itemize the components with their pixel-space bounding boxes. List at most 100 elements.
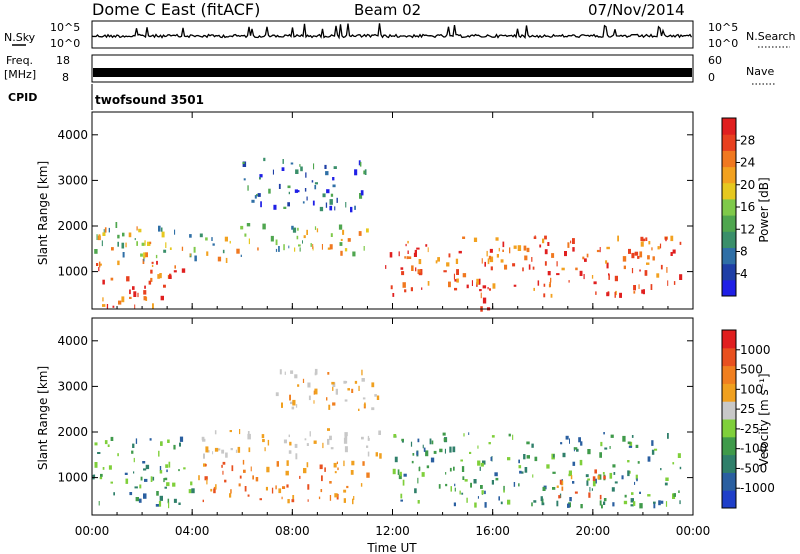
scatter-cell <box>259 174 263 178</box>
scatter-cell <box>155 504 160 507</box>
scatter-cell <box>334 493 338 498</box>
scatter-cell <box>138 498 142 503</box>
y-tick-label: 2000 <box>57 219 88 233</box>
scatter-cell <box>523 245 527 251</box>
scatter-cell <box>156 260 158 265</box>
scatter-cell <box>134 486 138 489</box>
scatter-cell <box>107 444 110 447</box>
scatter-cell <box>117 234 120 239</box>
scatter-cell <box>264 447 266 452</box>
scatter-cell <box>257 193 261 197</box>
scatter-cell <box>229 240 231 244</box>
date-label: 07/Nov/2014 <box>588 1 685 19</box>
scatter-cell <box>354 205 356 210</box>
scatter-cell <box>332 184 336 188</box>
scatter-cell <box>556 261 558 267</box>
scatter-cell <box>423 447 426 452</box>
scatter-cell <box>445 472 447 475</box>
scatter-cell <box>243 178 246 181</box>
scatter-cell <box>547 271 551 276</box>
scatter-cell <box>345 202 347 208</box>
scatter-cell <box>316 228 319 233</box>
scatter-cell <box>679 466 682 470</box>
scatter-cell <box>401 271 405 276</box>
scatter-cell <box>448 281 451 288</box>
scatter-cell <box>156 491 159 496</box>
scatter-cell <box>639 269 641 272</box>
scatter-cell <box>359 193 363 199</box>
scatter-cell <box>329 244 333 250</box>
scatter-cell <box>512 263 516 267</box>
scatter-cell <box>134 238 136 241</box>
scatter-cell <box>259 498 262 501</box>
velocity-ylabel: Slant Range [km] <box>36 366 50 470</box>
scatter-cell <box>164 486 167 489</box>
scatter-cell <box>267 439 270 446</box>
scatter-cell <box>407 250 409 254</box>
scatter-cell <box>268 188 271 194</box>
scatter-cell <box>163 249 167 253</box>
scatter-cell <box>550 293 553 298</box>
scatter-cell <box>561 486 564 491</box>
scatter-cell <box>324 164 327 169</box>
scatter-cell <box>212 451 214 455</box>
scatter-cell <box>462 236 466 239</box>
scatter-cell <box>587 449 591 455</box>
colorbar-tick-label: 12 <box>740 222 755 236</box>
scatter-cell <box>194 255 197 262</box>
scatter-cell <box>329 435 332 441</box>
scatter-cell <box>579 270 583 276</box>
scatter-cell <box>543 293 546 298</box>
scatter-cell <box>292 495 295 499</box>
scatter-cell <box>549 281 551 288</box>
scatter-cell <box>354 380 358 384</box>
scatter-cell <box>198 475 200 481</box>
scatter-cell <box>135 497 139 502</box>
scatter-cell <box>399 471 402 477</box>
scatter-cell <box>559 493 562 498</box>
scatter-cell <box>173 444 176 450</box>
scatter-cell <box>533 500 537 503</box>
scatter-cell <box>358 231 362 236</box>
colorbar-swatch <box>722 472 736 491</box>
scatter-cell <box>658 500 661 506</box>
scatter-cell <box>318 496 321 500</box>
scatter-cell <box>135 438 138 444</box>
scatter-cell <box>303 235 306 239</box>
scatter-cell <box>329 199 333 205</box>
colorbar-tick-label: -1000 <box>740 481 775 495</box>
velocity-colorbar-label: Velocity [m s⁻¹] <box>757 373 771 466</box>
scatter-cell <box>275 248 278 252</box>
scatter-cell <box>532 266 535 270</box>
scatter-cell <box>276 461 279 467</box>
scatter-cell <box>231 465 234 472</box>
scatter-cell <box>179 436 184 442</box>
scatter-cell <box>353 496 355 500</box>
scatter-cell <box>455 258 459 264</box>
scatter-cell <box>334 206 336 211</box>
scatter-cell <box>347 238 351 242</box>
scatter-cell <box>246 223 251 227</box>
colorbar-tick-label: 25 <box>740 402 755 416</box>
scatter-cell <box>314 388 318 395</box>
scatter-cell <box>144 252 148 258</box>
scatter-cell <box>537 280 540 286</box>
scatter-cell <box>641 289 643 294</box>
scatter-cell <box>117 453 119 457</box>
scatter-cell <box>343 460 345 467</box>
scatter-cell <box>560 442 563 445</box>
scatter-cell <box>629 441 633 447</box>
scatter-cell <box>299 247 301 252</box>
scatter-cell <box>272 169 274 175</box>
scatter-cell <box>438 484 441 489</box>
scatter-cell <box>297 227 299 231</box>
scatter-cell <box>631 252 635 259</box>
scatter-cell <box>96 263 99 266</box>
scatter-cell <box>592 480 596 487</box>
scatter-cell <box>134 304 136 309</box>
scatter-cell <box>358 408 360 411</box>
scatter-cell <box>188 489 192 494</box>
scatter-cell <box>304 438 307 441</box>
scatter-cell <box>129 296 132 299</box>
scatter-cell <box>394 456 398 463</box>
